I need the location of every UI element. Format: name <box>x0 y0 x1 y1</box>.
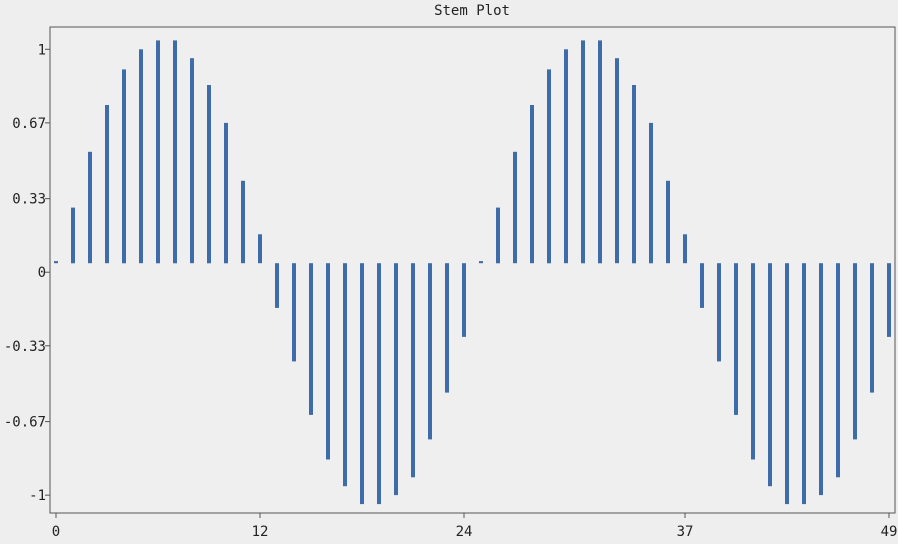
stem-bar <box>649 123 653 263</box>
y-tick-label: 0.33 <box>12 192 46 208</box>
stem-bar <box>173 40 177 263</box>
stem-bar <box>462 263 466 337</box>
stem-bar <box>564 49 568 263</box>
stem-bar <box>54 261 58 263</box>
x-axis: 0 12 24 37 49 <box>52 513 898 540</box>
y-axis: 1 0.67 0.33 0 -0.33 -0.67 -1 <box>4 42 50 504</box>
stem-bar <box>105 105 109 263</box>
stem-bar <box>292 263 296 361</box>
stem-bar <box>258 234 262 263</box>
stem-bar <box>309 263 313 415</box>
stem-bar <box>666 181 670 263</box>
stem-bar <box>785 263 789 504</box>
x-tick-label: 37 <box>677 524 694 540</box>
stem-bar <box>122 69 126 263</box>
stem-bar <box>190 58 194 263</box>
stem-bar <box>513 152 517 263</box>
y-tick-label: 0.67 <box>12 116 46 132</box>
x-tick-label: 12 <box>252 524 269 540</box>
y-tick-label: 1 <box>38 42 46 58</box>
stem-bar <box>870 263 874 392</box>
stem-bar <box>632 85 636 263</box>
stem-bar <box>343 263 347 486</box>
stem-bar <box>700 263 704 308</box>
stem-bar <box>326 263 330 459</box>
stem-bar <box>496 208 500 264</box>
y-tick-label: -0.67 <box>4 415 46 431</box>
stem-bar <box>207 85 211 263</box>
stem-bar <box>360 263 364 504</box>
stem-bar <box>71 208 75 264</box>
stem-bar <box>836 263 840 477</box>
stem-bar <box>88 152 92 263</box>
stem-bar <box>768 263 772 486</box>
stem-bar <box>377 263 381 504</box>
stem-bar <box>275 263 279 308</box>
stem-bar <box>598 40 602 263</box>
stem-bar <box>547 69 551 263</box>
stem-bar <box>802 263 806 504</box>
stem-bar <box>411 263 415 477</box>
stem-bar <box>445 263 449 392</box>
stem-bar <box>530 105 534 263</box>
stem-bar <box>819 263 823 495</box>
stem-bar <box>428 263 432 439</box>
y-tick-label: 0 <box>38 265 46 281</box>
y-tick-label: -1 <box>29 488 46 504</box>
stem-bar <box>615 58 619 263</box>
stem-bar <box>581 40 585 263</box>
stem-bar <box>887 263 891 337</box>
stem-bar <box>241 181 245 263</box>
stem-bar <box>139 49 143 263</box>
stem-bar <box>683 234 687 263</box>
y-tick-label: -0.33 <box>4 339 46 355</box>
stem-bar <box>224 123 228 263</box>
stem-bar <box>853 263 857 439</box>
x-tick-label: 0 <box>52 524 60 540</box>
chart-title: Stem Plot <box>434 3 510 19</box>
stem-bar <box>394 263 398 495</box>
x-tick-label: 49 <box>881 524 898 540</box>
stem-bar <box>734 263 738 415</box>
stem-bar <box>717 263 721 361</box>
stem-bar <box>156 40 160 263</box>
x-tick-label: 24 <box>456 524 473 540</box>
stem-bar <box>751 263 755 459</box>
stem-bar <box>479 261 483 263</box>
